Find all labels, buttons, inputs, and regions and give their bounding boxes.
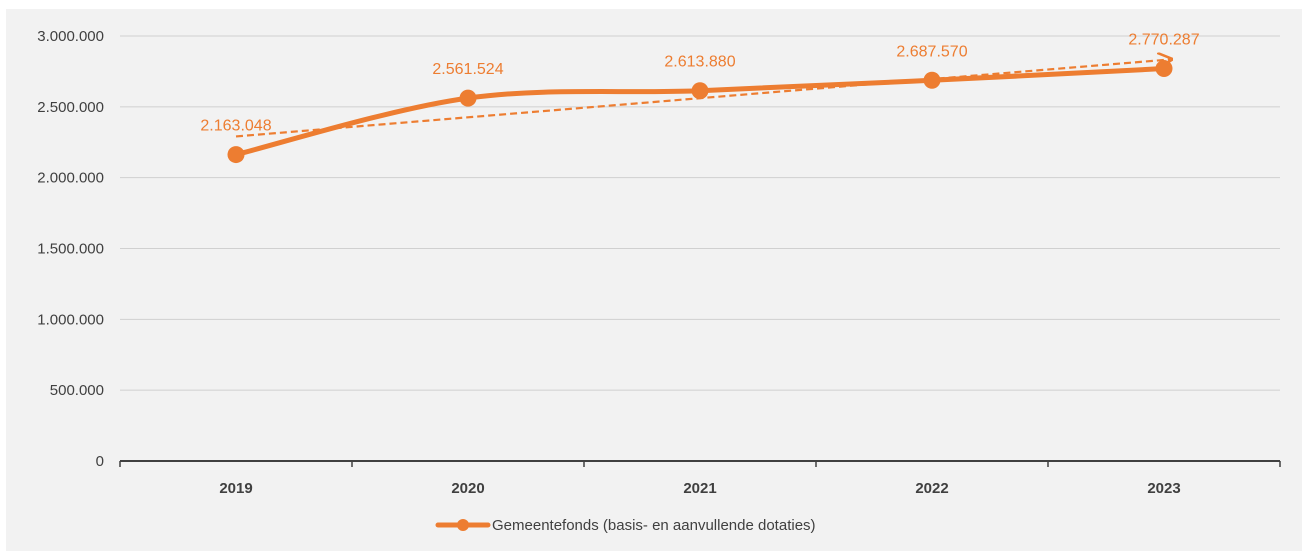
y-tick-label: 500.000: [50, 382, 104, 399]
legend-label: Gemeentefonds (basis- en aanvullende dot…: [492, 517, 816, 534]
data-label: 2.770.287: [1128, 32, 1199, 49]
line-chart: 0 500.000 1.000.000 1.500.000 2.000.000 2.500…: [37, 28, 1281, 534]
y-tick-label: 1.000.000: [37, 311, 104, 328]
x-tick-label: 2023: [1147, 480, 1180, 497]
y-tick-label: 1.500.000: [37, 241, 104, 258]
y-tick-label: 3.000.000: [37, 28, 104, 45]
y-tick-label: 2.500.000: [37, 99, 104, 116]
data-label: 2.561.524: [432, 61, 503, 78]
series-line: [233, 66, 1167, 158]
data-label: 2.613.880: [664, 54, 735, 71]
data-point: [1155, 60, 1173, 78]
data-point: [923, 71, 941, 89]
data-label: 2.687.570: [896, 43, 967, 60]
legend-marker-icon: [457, 519, 469, 531]
data-point: [227, 146, 245, 164]
data-point: [691, 82, 709, 100]
chart-area: 0 500.000 1.000.000 1.500.000 2.000.000 2.500…: [6, 9, 1302, 551]
x-tick-label: 2020: [451, 480, 484, 497]
data-label: 2.163.048: [200, 118, 271, 135]
data-point: [459, 89, 477, 107]
x-tick-label: 2021: [683, 480, 716, 497]
y-tick-label: 0: [96, 453, 104, 470]
x-tick-label: 2022: [915, 480, 948, 497]
y-tick-label: 2.000.000: [37, 170, 104, 187]
x-tick-label: 2019: [219, 480, 252, 497]
